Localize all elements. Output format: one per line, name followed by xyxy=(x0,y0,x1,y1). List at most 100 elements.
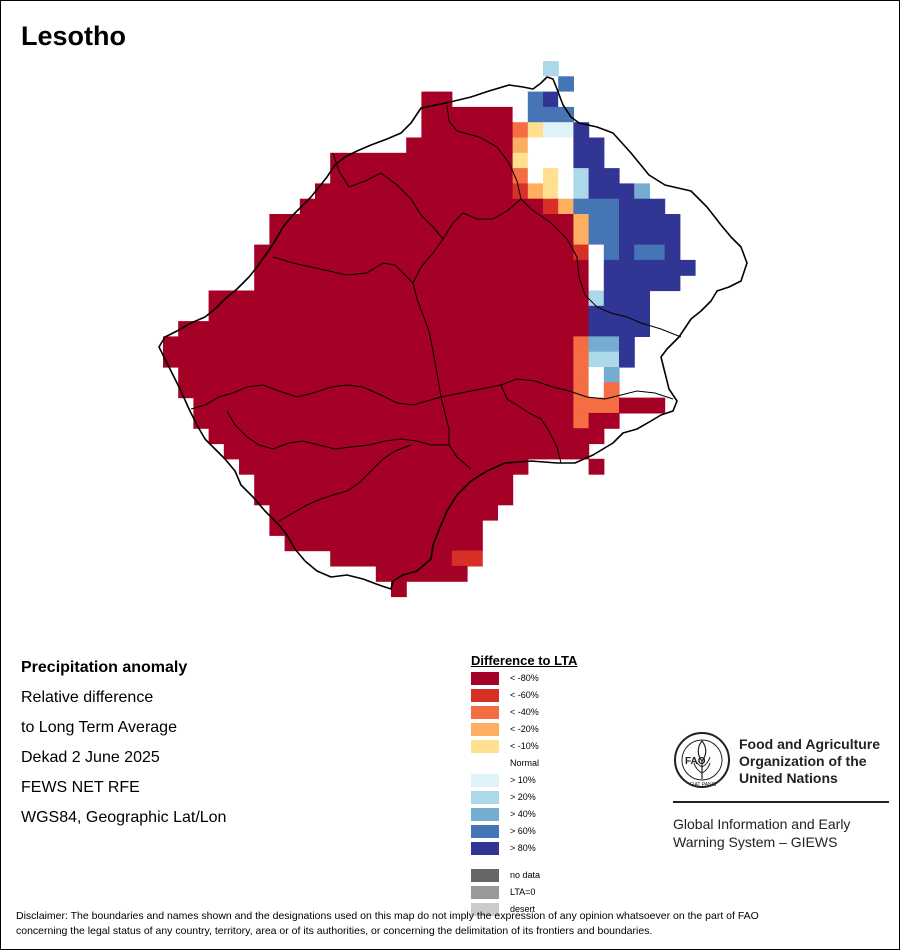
raster-cell xyxy=(527,137,574,154)
raster-cell xyxy=(178,367,574,383)
legend-item-label: > 80% xyxy=(510,843,536,853)
legend-item-row: Normal xyxy=(471,755,651,772)
raster-cell xyxy=(208,428,605,445)
raster-cell xyxy=(558,168,574,184)
raster-cell xyxy=(254,474,498,490)
legend-extra-items: no data LTA=0 desert xyxy=(471,867,651,918)
anomaly-map xyxy=(158,61,748,598)
raster-cell xyxy=(163,351,574,368)
raster-cell xyxy=(573,183,590,200)
raster-cell xyxy=(512,91,529,108)
raster-cell xyxy=(269,520,483,536)
legend-item-label: < -40% xyxy=(510,707,539,717)
raster-cell xyxy=(664,244,681,261)
legend-item-swatch xyxy=(471,842,499,855)
raster-cell xyxy=(573,367,590,383)
legend-extra-item-row: desert xyxy=(471,901,651,918)
legend-item-label: < -20% xyxy=(510,724,539,734)
fao-name-line1: Food and Agriculture xyxy=(739,736,881,752)
disclaimer-line1: Disclaimer: The boundaries and names sho… xyxy=(16,910,759,922)
raster-cell xyxy=(254,244,574,261)
raster-cell xyxy=(254,275,590,292)
legend-item-swatch xyxy=(471,825,499,838)
legend-item-swatch xyxy=(471,689,499,702)
raster-cell xyxy=(299,198,544,215)
legend-extra-item-row: LTA=0 xyxy=(471,884,651,901)
country-boundary xyxy=(158,76,748,590)
raster-cell xyxy=(588,275,605,292)
legend-item-row: < -60% xyxy=(471,687,651,704)
legend-item-row: > 80% xyxy=(471,840,651,857)
raster-cell xyxy=(588,290,605,307)
map-info: Precipitation anomaly Relative differenc… xyxy=(21,657,441,837)
legend-item-swatch xyxy=(471,706,499,719)
raster-cell xyxy=(634,397,666,414)
giews-label: Global Information and Early Warning Sys… xyxy=(673,815,850,851)
raster-cell xyxy=(527,91,544,108)
fao-motto: FIAT PANIS xyxy=(690,782,717,788)
raster-cell xyxy=(588,183,635,200)
raster-cell xyxy=(588,259,605,276)
legend-extra-item-row: no data xyxy=(471,867,651,884)
legend-item-swatch xyxy=(471,791,499,804)
legend-item-row: > 60% xyxy=(471,823,651,840)
legend-item-row: < -80% xyxy=(471,670,651,687)
raster-cell xyxy=(619,229,681,246)
boundary-lines xyxy=(158,76,748,590)
legend-item-label: < -60% xyxy=(510,690,539,700)
legend-item-row: < -10% xyxy=(471,738,651,755)
legend-item-swatch xyxy=(471,723,499,736)
raster-cell xyxy=(543,122,574,139)
disclaimer: Disclaimer: The boundaries and names sho… xyxy=(16,909,886,939)
legend-title: Difference to LTA xyxy=(471,653,578,668)
raster-cell xyxy=(588,351,620,368)
legend-extra-item-swatch xyxy=(471,903,499,916)
raster-cell xyxy=(588,229,620,246)
raster-cell xyxy=(193,397,574,414)
raster-cell xyxy=(588,382,605,399)
fao-name-line3: United Nations xyxy=(739,770,838,786)
fao-name-line2: Organization of the xyxy=(739,753,867,769)
raster-cell xyxy=(421,106,514,123)
raster-cell xyxy=(573,336,590,353)
raster-cell xyxy=(573,152,605,169)
country-title: Lesotho xyxy=(21,21,126,51)
raster-cell xyxy=(497,489,514,506)
raster-cell xyxy=(588,305,650,322)
legend-item-swatch xyxy=(471,808,499,821)
raster-cell xyxy=(573,382,590,399)
raster-cell xyxy=(527,106,544,123)
fao-emblem-text: FAO xyxy=(685,756,706,767)
raster-cell xyxy=(634,183,650,200)
legend-item-row: < -40% xyxy=(471,704,651,721)
raster-cell xyxy=(193,412,574,429)
raster-cell xyxy=(603,367,620,383)
legend-item-swatch xyxy=(471,757,499,770)
raster-cell xyxy=(512,137,529,154)
raster-cell xyxy=(603,382,620,399)
giews-line1: Global Information and Early xyxy=(673,816,851,832)
district-boundaries xyxy=(190,104,682,522)
raster-cell xyxy=(573,168,590,184)
raster-cell xyxy=(512,152,529,169)
legend-item-label: > 20% xyxy=(510,792,536,802)
raster-cell xyxy=(269,229,574,246)
raster-cell xyxy=(558,198,574,215)
raster-cell xyxy=(573,198,620,215)
raster-cell xyxy=(619,244,635,261)
raster-cell xyxy=(512,106,529,123)
raster-cell xyxy=(239,458,514,475)
raster-cell xyxy=(603,290,650,307)
legend-extra-item-label: desert xyxy=(510,904,536,914)
raster-cell xyxy=(543,61,559,77)
raster-cell xyxy=(497,474,514,490)
raster-cell xyxy=(223,443,590,460)
raster-cell xyxy=(208,290,590,307)
raster-cell xyxy=(603,321,650,337)
raster-cell xyxy=(421,122,514,139)
raster-cell xyxy=(330,550,453,567)
legend-item-row: > 10% xyxy=(471,772,651,789)
anomaly-raster xyxy=(163,61,696,598)
legend-item-swatch xyxy=(471,740,499,753)
disclaimer-line2: concerning the legal status of any count… xyxy=(16,925,653,937)
